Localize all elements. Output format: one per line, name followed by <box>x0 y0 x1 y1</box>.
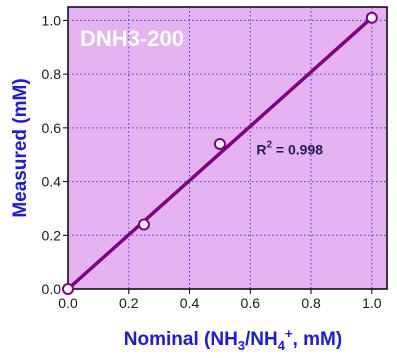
data-point <box>62 283 74 295</box>
y-tick-label: 0.0 <box>42 281 62 297</box>
y-tick-label: 0.8 <box>42 66 62 82</box>
data-point <box>365 11 378 24</box>
fit-line-layer <box>66 16 373 291</box>
y-tick-label: 0.2 <box>42 227 62 243</box>
x-tick-label: 0.4 <box>180 295 200 311</box>
y-tick-label: 0.6 <box>42 120 62 136</box>
chart-title: DNH3-200 <box>80 26 184 51</box>
y-axis-title: Measured (mM) <box>10 78 31 217</box>
x-axis-title: Nominal (NH3/NH4+, mM) <box>124 326 342 353</box>
data-point <box>137 218 150 231</box>
fit-line <box>66 16 373 291</box>
x-tick-label: 0.8 <box>301 295 321 311</box>
r-squared-annotation: R2 = 0.998 <box>256 140 323 158</box>
y-tick-label: 0.4 <box>42 174 62 190</box>
grid-lines <box>68 7 387 289</box>
y-tick-label: 1.0 <box>42 12 62 28</box>
x-tick-label: 1.0 <box>362 295 382 311</box>
data-point <box>213 137 226 150</box>
x-tick-label: 0.2 <box>119 295 139 311</box>
x-tick-label: 0.6 <box>241 295 261 311</box>
tick-labels: 0.0 0.2 0.4 0.6 0.8 1.0 0.0 0.2 0.4 0.6 0.8 1.0 <box>42 12 382 311</box>
x-tick-label: 0.0 <box>58 295 78 311</box>
data-points <box>62 11 378 295</box>
